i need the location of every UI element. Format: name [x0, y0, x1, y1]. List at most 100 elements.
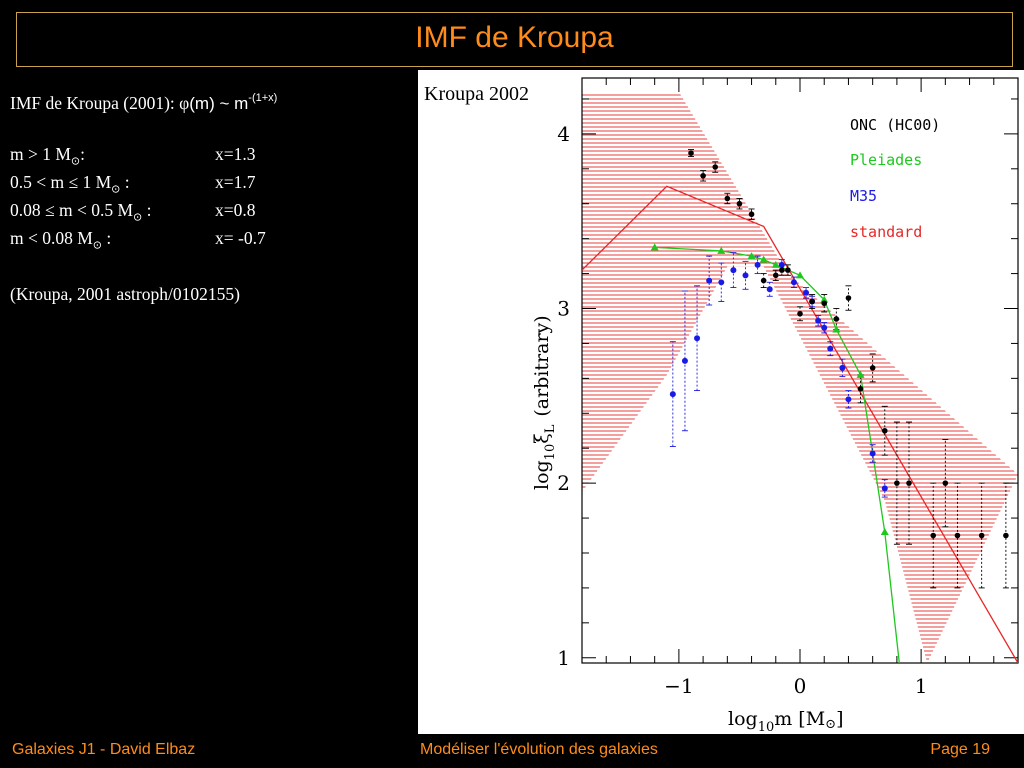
- legend: ONC (HC00) Pleiades M35 standard: [850, 116, 940, 241]
- onc-point: [942, 480, 949, 486]
- figure-panel: −1 0 1 1 2 3 4 Kroupa 2002 ONC (HC00) Pleiades…: [418, 70, 1024, 734]
- text-panel: IMF de Kroupa (2001): φ(m) ~ m-(1+x) m >…: [10, 84, 410, 308]
- onc-point: [712, 164, 719, 170]
- mass-range: 0.5 < m ≤ 1 M: [10, 172, 112, 192]
- pleiades-point: [880, 528, 889, 536]
- pleiades-point: [856, 370, 865, 378]
- onc-point: [797, 310, 803, 317]
- onc-point: [809, 298, 815, 305]
- onc-point: [881, 427, 888, 434]
- pleiades-point: [717, 246, 726, 254]
- onc-point: [1003, 532, 1009, 539]
- mass-range: m > 1 M: [10, 144, 71, 164]
- m35-point: [681, 357, 688, 364]
- pleiades-point: [747, 252, 756, 260]
- m35-point: [766, 286, 773, 293]
- onc-point: [833, 316, 840, 322]
- x-axis-label: log10m [M⊙]: [728, 708, 844, 734]
- onc-point: [785, 267, 791, 273]
- onc-point: [906, 480, 912, 486]
- standard-imf-line: [582, 185, 1018, 663]
- onc-point: [760, 277, 767, 284]
- m35-point: [730, 267, 737, 274]
- y-axis-label: log10ξL(arbitrary): [531, 315, 558, 490]
- reference: (Kroupa, 2001 astroph/0102155): [10, 284, 240, 304]
- m35-point: [706, 277, 713, 284]
- pleiades-point: [820, 295, 829, 303]
- separator: :: [120, 172, 130, 192]
- pleiades-point: [796, 271, 804, 279]
- onc-point: [772, 272, 779, 279]
- m35-point: [694, 335, 701, 342]
- onc-point: [688, 150, 694, 156]
- onc-point: [857, 386, 864, 392]
- footer-course: Modéliser l'évolution des galaxies: [420, 741, 658, 758]
- x-tick-label: −1: [664, 674, 693, 698]
- slope-row: m < 0.08 M⊙ : x= -0.7: [10, 224, 410, 252]
- y-tick-label: 1: [557, 646, 570, 670]
- separator: :: [142, 200, 152, 220]
- pleiades-point: [771, 260, 780, 268]
- slope-value: x=1.7: [215, 172, 256, 192]
- slope-value: x= -0.7: [215, 228, 266, 248]
- pleiades-point: [759, 255, 768, 263]
- m35-point: [881, 485, 888, 492]
- m35-point: [803, 289, 810, 296]
- m35-point: [742, 272, 749, 279]
- y-tick-label: 4: [557, 122, 570, 146]
- m35-point: [778, 261, 785, 268]
- slope-row: 0.5 < m ≤ 1 M⊙ : x=1.7: [10, 168, 410, 196]
- mass-range: 0.08 ≤ m < 0.5 M: [10, 200, 134, 220]
- standard-uncertainty-band: [582, 92, 1018, 663]
- onc-point: [845, 295, 852, 301]
- slope-row: m > 1 M⊙: x=1.3: [10, 140, 410, 168]
- slide-title: IMF de Kroupa: [415, 21, 614, 54]
- imf-heading-prefix: IMF de Kroupa (2001):: [10, 93, 180, 113]
- onc-point: [894, 480, 900, 486]
- pleiades-point: [650, 243, 659, 251]
- imf-exponent: -(1+x): [248, 92, 278, 104]
- sun-symbol: ⊙: [92, 239, 103, 252]
- title-bar: IMF de Kroupa: [16, 12, 1013, 67]
- slope-value: x=0.8: [215, 200, 256, 220]
- imf-formula: (m) ~ m: [189, 94, 249, 113]
- onc-point: [821, 300, 828, 307]
- legend-pleiades: Pleiades: [850, 151, 922, 169]
- onc-point: [748, 211, 755, 218]
- sun-symbol: ⊙: [111, 183, 121, 196]
- imf-chart: −1 0 1 1 2 3 4 Kroupa 2002 ONC (HC00) Pleiades…: [424, 77, 1019, 734]
- slope-row: 0.08 ≤ m < 0.5 M⊙ : x=0.8: [10, 196, 410, 224]
- footer: Galaxies J1 - David Elbaz Modéliser l'év…: [0, 734, 1024, 768]
- legend-onc: ONC (HC00): [850, 116, 940, 134]
- onc-point: [930, 532, 937, 539]
- y-tick-label: 3: [557, 297, 570, 321]
- m35-point: [821, 324, 828, 331]
- onc-point: [736, 200, 743, 207]
- x-tick-label: 1: [915, 674, 928, 698]
- m35-point: [815, 317, 822, 324]
- phi-symbol: φ: [179, 93, 190, 113]
- x-tick-label: 0: [794, 674, 807, 698]
- legend-m35: M35: [850, 187, 877, 205]
- onc-point: [978, 532, 985, 539]
- slope-value: x=1.3: [215, 144, 256, 164]
- m35-point: [790, 279, 797, 286]
- sun-symbol: ⊙: [133, 211, 143, 224]
- pleiades-point: [832, 325, 841, 333]
- sun-symbol: ⊙: [70, 155, 81, 168]
- onc-point: [869, 365, 876, 371]
- m35-point: [827, 345, 834, 352]
- imf-heading: IMF de Kroupa (2001): φ(m) ~ m-(1+x): [10, 84, 410, 113]
- y-tick-label: 2: [557, 471, 570, 495]
- onc-point: [700, 172, 706, 179]
- page-number: Page 19: [930, 741, 990, 758]
- m35-point: [845, 396, 852, 403]
- mass-range: m < 0.08 M: [10, 228, 93, 248]
- m35-point: [869, 450, 876, 457]
- m35-point: [718, 279, 725, 286]
- onc-point: [724, 195, 731, 202]
- m35-point: [839, 364, 846, 371]
- m35-point: [669, 391, 676, 398]
- onc-point: [954, 532, 961, 539]
- chart-title: Kroupa 2002: [424, 83, 529, 105]
